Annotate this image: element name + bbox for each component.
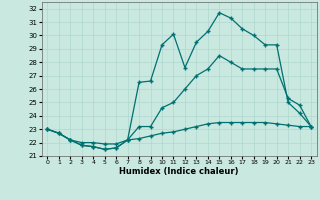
X-axis label: Humidex (Indice chaleur): Humidex (Indice chaleur): [119, 167, 239, 176]
